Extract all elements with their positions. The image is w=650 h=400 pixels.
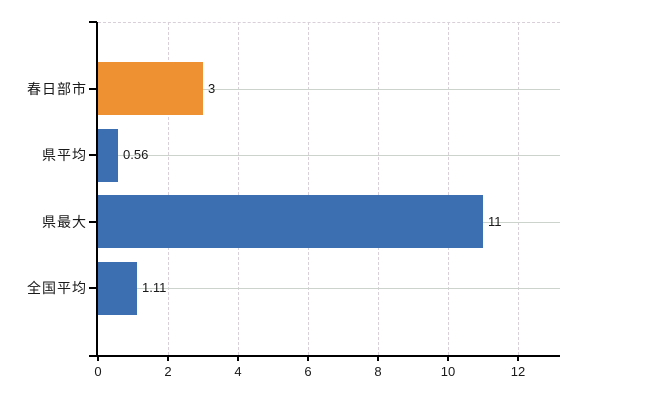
bar xyxy=(98,128,118,182)
plot-top-border xyxy=(98,22,560,23)
y-axis-tick xyxy=(89,220,97,223)
bar xyxy=(98,261,137,315)
x-axis-tick xyxy=(307,355,309,361)
x-axis-tick-label: 0 xyxy=(94,364,102,379)
x-axis-tick xyxy=(447,355,449,361)
value-label: 3 xyxy=(208,80,216,96)
category-label: 全国平均 xyxy=(27,280,87,297)
x-axis-tick-label: 2 xyxy=(164,364,172,379)
y-axis-tick xyxy=(89,287,97,290)
bar xyxy=(98,62,203,116)
x-gridline xyxy=(378,22,379,355)
value-label: 0.56 xyxy=(123,147,149,163)
x-axis-tick xyxy=(97,355,99,361)
x-axis-tick xyxy=(237,355,239,361)
x-axis-tick xyxy=(517,355,519,361)
value-label: 1.11 xyxy=(142,280,167,296)
x-axis-tick xyxy=(167,355,169,361)
bar xyxy=(98,195,483,249)
category-gridline xyxy=(98,155,560,157)
y-axis-tick xyxy=(89,154,97,157)
category-label: 県最大 xyxy=(42,213,87,230)
x-gridline xyxy=(308,22,309,355)
x-axis-line xyxy=(89,355,560,357)
category-label: 春日部市 xyxy=(27,80,87,97)
category-gridline xyxy=(98,288,560,290)
y-axis-top-tick xyxy=(89,21,97,23)
y-axis-tick xyxy=(89,87,97,90)
y-axis-line xyxy=(96,22,98,355)
x-axis-tick-label: 8 xyxy=(374,364,382,379)
x-gridline xyxy=(238,22,239,355)
category-gridline xyxy=(98,88,560,90)
x-axis-tick xyxy=(377,355,379,361)
x-axis-tick-label: 10 xyxy=(440,364,456,379)
x-gridline xyxy=(168,22,169,355)
value-label: 11 xyxy=(488,213,502,229)
x-axis-tick-label: 6 xyxy=(304,364,312,379)
x-axis-tick-label: 4 xyxy=(234,364,242,379)
category-label: 県平均 xyxy=(42,147,87,164)
x-gridline xyxy=(448,22,449,355)
x-gridline xyxy=(518,22,519,355)
x-axis-tick-label: 12 xyxy=(510,364,526,379)
